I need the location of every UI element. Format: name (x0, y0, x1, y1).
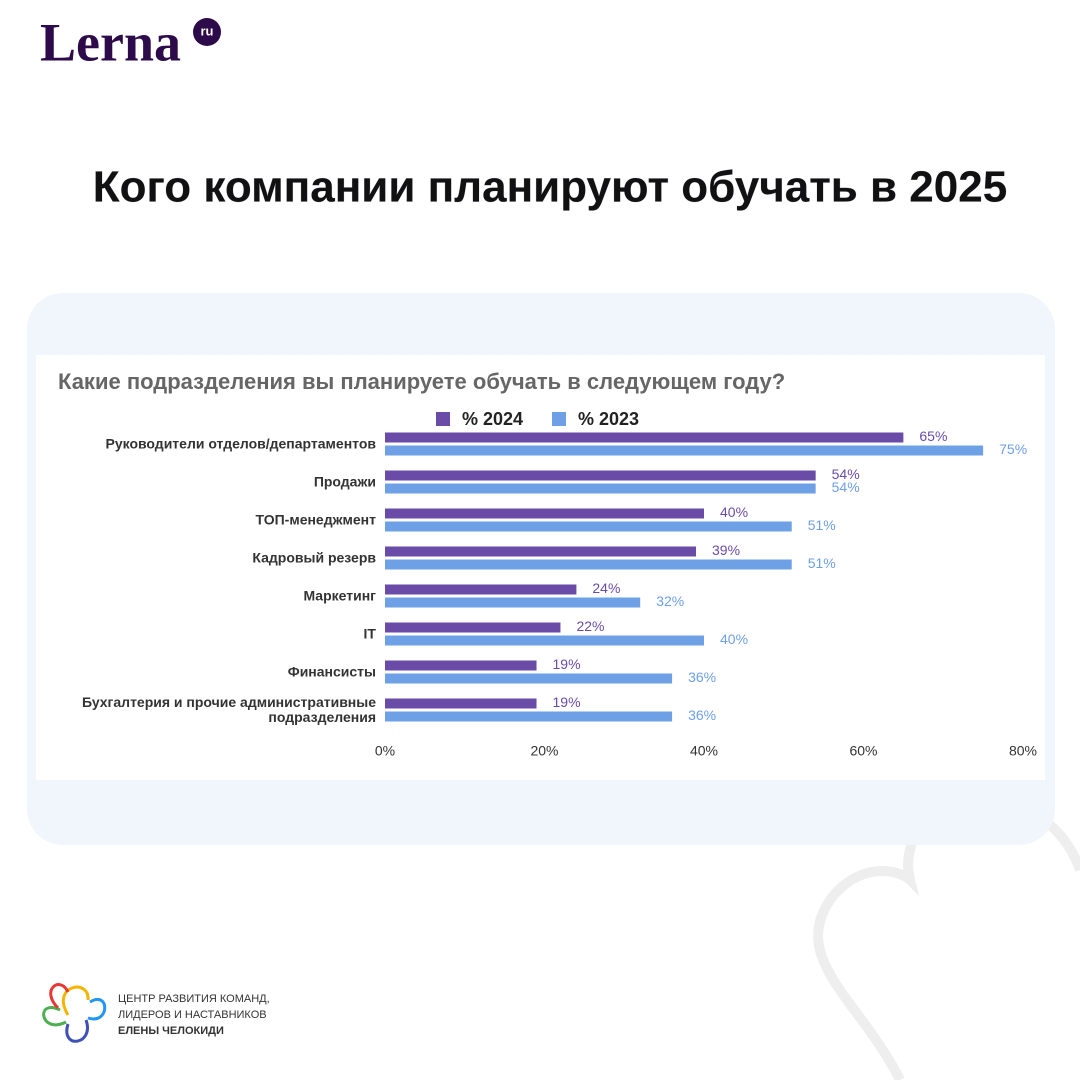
legend-swatch (436, 412, 450, 426)
category-label: Руководители отделов/департаментов (105, 435, 376, 452)
bar (385, 559, 792, 570)
bar (385, 711, 673, 722)
bar (385, 584, 577, 595)
footer-line: ЛИДЕРОВ И НАСТАВНИКОВ (118, 1009, 267, 1021)
bar (385, 597, 641, 608)
category-label: Продажи (313, 473, 376, 490)
footer-icon (42, 983, 107, 1043)
value-label: 39% (712, 542, 740, 558)
value-label: 36% (688, 707, 716, 723)
value-label: 32% (656, 593, 684, 609)
bar (385, 521, 792, 532)
category-label: Бухгалтерия и прочие административные по… (81, 694, 376, 725)
bar (385, 483, 816, 494)
value-label: 19% (553, 694, 581, 710)
value-label: 40% (720, 631, 748, 647)
legend-label: % 2023 (578, 409, 639, 429)
x-tick-label: 80% (1009, 743, 1037, 759)
x-tick-label: 20% (530, 743, 558, 759)
category-label: Кадровый резерв (252, 549, 376, 566)
category-label: ТОП-менеджмент (255, 511, 376, 528)
value-label: 24% (592, 580, 620, 596)
category-label: Финансисты (287, 663, 376, 680)
value-label: 75% (999, 441, 1027, 457)
footer-line: ЦЕНТР РАЗВИТИЯ КОМАНД, (118, 993, 270, 1005)
chart-title: Какие подразделения вы планируете обучат… (58, 369, 785, 394)
value-label: 19% (553, 656, 581, 672)
x-tick-label: 60% (849, 743, 877, 759)
bar (385, 698, 537, 709)
bar (385, 508, 704, 519)
value-label: 54% (832, 479, 860, 495)
bar (385, 470, 816, 481)
logo-badge (193, 18, 221, 46)
category-label: Маркетинг (303, 587, 376, 604)
bar (385, 546, 697, 557)
category-label: IT (363, 625, 376, 642)
bar (385, 432, 904, 443)
value-label: 65% (919, 428, 947, 444)
value-label: 51% (808, 517, 836, 533)
value-label: 54% (832, 466, 860, 482)
legend-swatch (552, 412, 566, 426)
value-label: 36% (688, 669, 716, 685)
logo: Lerna (40, 12, 181, 72)
legend-label: % 2024 (462, 409, 523, 429)
bar (385, 635, 704, 646)
x-tick-label: 0% (375, 743, 395, 759)
footer-line: ЕЛЕНЫ ЧЕЛОКИДИ (118, 1025, 224, 1037)
bar (385, 622, 561, 633)
value-label: 22% (576, 618, 604, 634)
x-tick-label: 40% (690, 743, 718, 759)
logo-suffix: ru (201, 23, 214, 38)
bar (385, 673, 673, 684)
bar (385, 445, 984, 456)
headline: Кого компании планируют обучать в 2025 (93, 163, 1007, 212)
value-label: 51% (808, 555, 836, 571)
bar (385, 660, 537, 671)
value-label: 40% (720, 504, 748, 520)
